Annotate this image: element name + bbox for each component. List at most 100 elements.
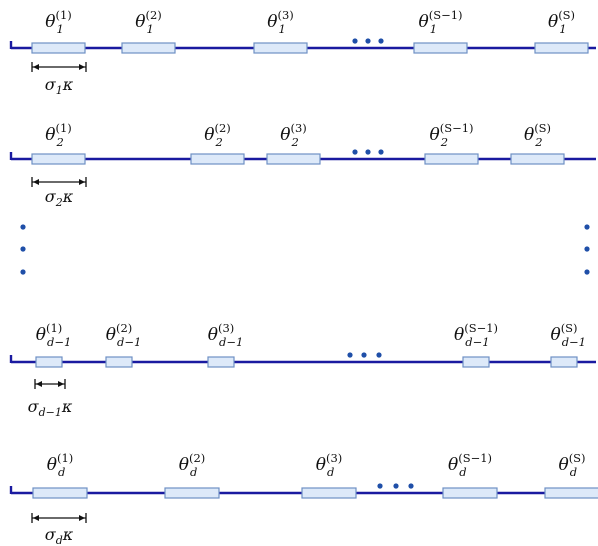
theta-label: θ(S−1) xyxy=(418,8,462,32)
interval-box xyxy=(413,42,468,54)
interval-box xyxy=(544,487,598,499)
theta-superscript: (3) xyxy=(218,321,234,335)
theta-superscript: (S−1) xyxy=(464,321,498,335)
ellipsis-dot xyxy=(377,483,383,489)
theta-superscript: (S) xyxy=(561,321,578,335)
ellipsis-dot xyxy=(352,38,358,44)
width-marker-arrowhead xyxy=(79,179,85,185)
theta-label: θ(1) xyxy=(45,8,72,32)
theta-label: θ(S−1) xyxy=(448,451,492,475)
theta-subscript: 2 xyxy=(290,135,298,149)
theta-symbol: θ xyxy=(524,125,534,145)
theta-superscript: (2) xyxy=(116,321,132,335)
width-marker-arrowhead xyxy=(79,64,85,70)
theta-label: θ(2) xyxy=(204,121,231,145)
theta-superscript: (3) xyxy=(326,451,342,465)
interval-box xyxy=(35,356,63,368)
width-label-subscript: d−1 xyxy=(39,406,62,419)
theta-symbol: θ xyxy=(558,455,568,475)
width-label-symbol: σ xyxy=(28,397,40,416)
interval-box xyxy=(31,153,86,165)
theta-subscript: 2 xyxy=(55,135,63,149)
theta-label: θ(2) xyxy=(135,8,162,32)
theta-symbol: θ xyxy=(47,455,57,475)
vertical-ellipsis-dot xyxy=(584,246,590,252)
interval-box xyxy=(32,487,88,499)
theta-subscript: d xyxy=(459,465,466,479)
theta-superscript: (S−1) xyxy=(440,121,474,135)
interval-box xyxy=(190,153,245,165)
ellipsis-dot xyxy=(347,352,353,358)
interval-box xyxy=(121,42,176,54)
width-label: σd−1κ xyxy=(28,397,73,419)
theta-superscript: (S) xyxy=(569,451,586,465)
theta-symbol: θ xyxy=(280,125,290,145)
interval-box xyxy=(253,42,308,54)
theta-symbol: θ xyxy=(45,125,55,145)
width-label-subscript: d xyxy=(56,534,63,546)
ellipsis-dot xyxy=(365,149,371,155)
interval-box xyxy=(442,487,498,499)
ellipsis-dot xyxy=(352,149,358,155)
theta-symbol: θ xyxy=(106,325,116,345)
width-marker-arrowhead xyxy=(58,381,64,387)
theta-symbol: θ xyxy=(179,455,189,475)
ellipsis-dot xyxy=(378,38,384,44)
theta-subscript: 1 xyxy=(278,22,285,36)
theta-superscript: (1) xyxy=(55,121,71,135)
theta-symbol: θ xyxy=(418,12,428,32)
width-label-suffix: κ xyxy=(62,525,74,544)
theta-symbol: θ xyxy=(36,325,46,345)
interval-box xyxy=(164,487,220,499)
theta-label: θ(2) xyxy=(179,451,206,475)
theta-symbol: θ xyxy=(454,325,464,345)
theta-symbol: θ xyxy=(429,125,439,145)
interval-box xyxy=(462,356,490,368)
width-label-suffix: κ xyxy=(62,75,74,94)
vertical-ellipsis-dot xyxy=(20,224,26,230)
interval-box xyxy=(510,153,565,165)
theta-symbol: θ xyxy=(45,12,55,32)
theta-symbol: θ xyxy=(267,12,277,32)
width-label-suffix: κ xyxy=(62,187,74,206)
theta-subscript: d xyxy=(327,465,334,479)
theta-subscript: d−1 xyxy=(47,335,71,349)
width-label-symbol: σ xyxy=(45,525,57,544)
ellipsis-dot xyxy=(376,352,382,358)
theta-label: θ(3) xyxy=(208,321,235,345)
theta-label: θ(S−1) xyxy=(454,321,498,345)
theta-label: θ(S) xyxy=(550,321,577,345)
ellipsis-dot xyxy=(378,149,384,155)
width-label-subscript: 1 xyxy=(56,84,63,97)
theta-subscript: d−1 xyxy=(219,335,243,349)
theta-label: θ(1) xyxy=(36,321,63,345)
theta-subscript: 1 xyxy=(559,22,566,36)
width-marker-arrowhead xyxy=(33,179,39,185)
interval-box xyxy=(534,42,589,54)
theta-superscript: (1) xyxy=(55,8,71,22)
row-3: θ(1)d−1 θ(2)d−1 θ(3)d−1 θ(S−1)d−1 θ(S)d−1σd−… xyxy=(9,321,596,419)
theta-label: θ(3) xyxy=(280,121,307,145)
vertical-ellipsis-dot xyxy=(20,246,26,252)
theta-subscript: 2 xyxy=(534,135,542,149)
theta-label: θ(2) xyxy=(106,321,133,345)
theta-symbol: θ xyxy=(550,325,560,345)
theta-label: θ(1) xyxy=(47,451,74,475)
theta-subscript: d xyxy=(58,465,65,479)
theta-subscript: d−1 xyxy=(465,335,489,349)
interval-box xyxy=(550,356,578,368)
theta-symbol: θ xyxy=(448,455,458,475)
theta-symbol: θ xyxy=(316,455,326,475)
width-marker-arrowhead xyxy=(36,381,42,387)
width-label: σdκ xyxy=(45,525,74,546)
vertical-ellipsis xyxy=(20,224,590,275)
width-label-suffix: κ xyxy=(61,397,73,416)
theta-superscript: (2) xyxy=(145,8,161,22)
theta-superscript: (2) xyxy=(214,121,230,135)
theta-superscript: (S−1) xyxy=(458,451,492,465)
theta-superscript: (S) xyxy=(558,8,575,22)
